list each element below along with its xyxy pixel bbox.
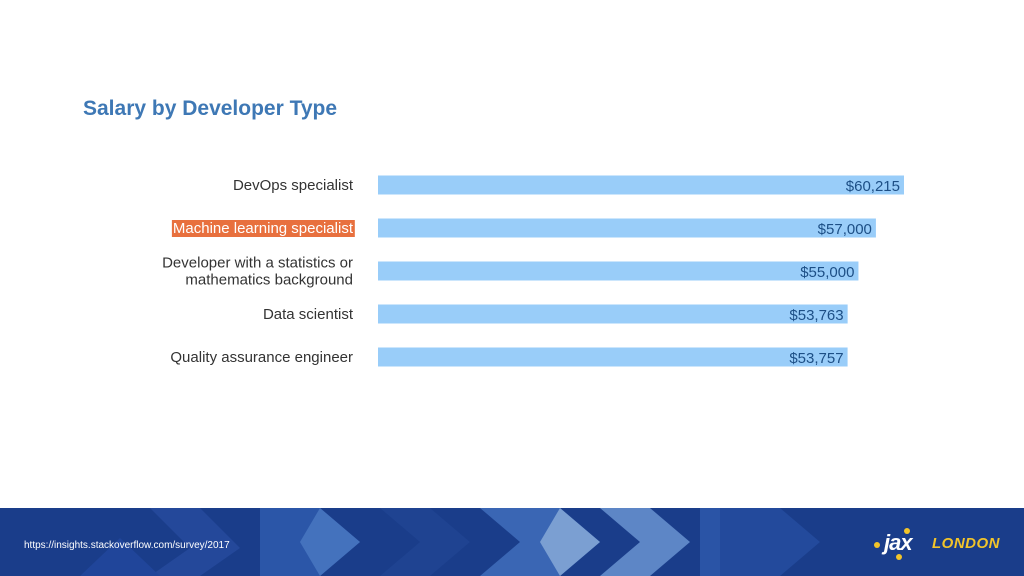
- bar-3: [378, 304, 848, 324]
- logo-london-text: LONDON: [932, 535, 1000, 552]
- logo-node-icon: [874, 542, 880, 548]
- bar-1: [378, 218, 876, 238]
- footer-banner: https://insights.stackoverflow.com/surve…: [0, 508, 1024, 576]
- category-label-2-line-1: mathematics background: [185, 272, 353, 289]
- footer-pattern: [80, 508, 820, 576]
- bar-4: [378, 347, 848, 367]
- category-label-4: Quality assurance engineer: [170, 349, 353, 366]
- value-label-1: $57,000: [818, 221, 872, 238]
- bar-2: [378, 261, 859, 281]
- logo-node-icon: [904, 528, 910, 534]
- highlight-background: [171, 220, 355, 237]
- logo-jax-text: jax: [884, 530, 913, 555]
- value-label-3: $53,763: [789, 307, 843, 324]
- value-label-4: $53,757: [789, 350, 843, 367]
- category-label-3: Data scientist: [263, 306, 354, 323]
- category-label-1: Machine learning specialist: [173, 220, 354, 237]
- bar-0: [378, 175, 904, 195]
- value-label-2: $55,000: [800, 264, 854, 281]
- jax-london-logo: jax LONDON: [874, 528, 1014, 560]
- chart-title: Salary by Developer Type: [83, 97, 338, 120]
- logo-node-icon: [896, 554, 902, 560]
- source-url: https://insights.stackoverflow.com/surve…: [24, 540, 230, 551]
- value-label-0: $60,215: [846, 178, 900, 195]
- category-label-2-line-0: Developer with a statistics or: [162, 255, 353, 272]
- bar-chart: $60,215 DevOps specialist $57,000 Machine l…: [162, 175, 904, 367]
- category-label-0: DevOps specialist: [233, 177, 354, 194]
